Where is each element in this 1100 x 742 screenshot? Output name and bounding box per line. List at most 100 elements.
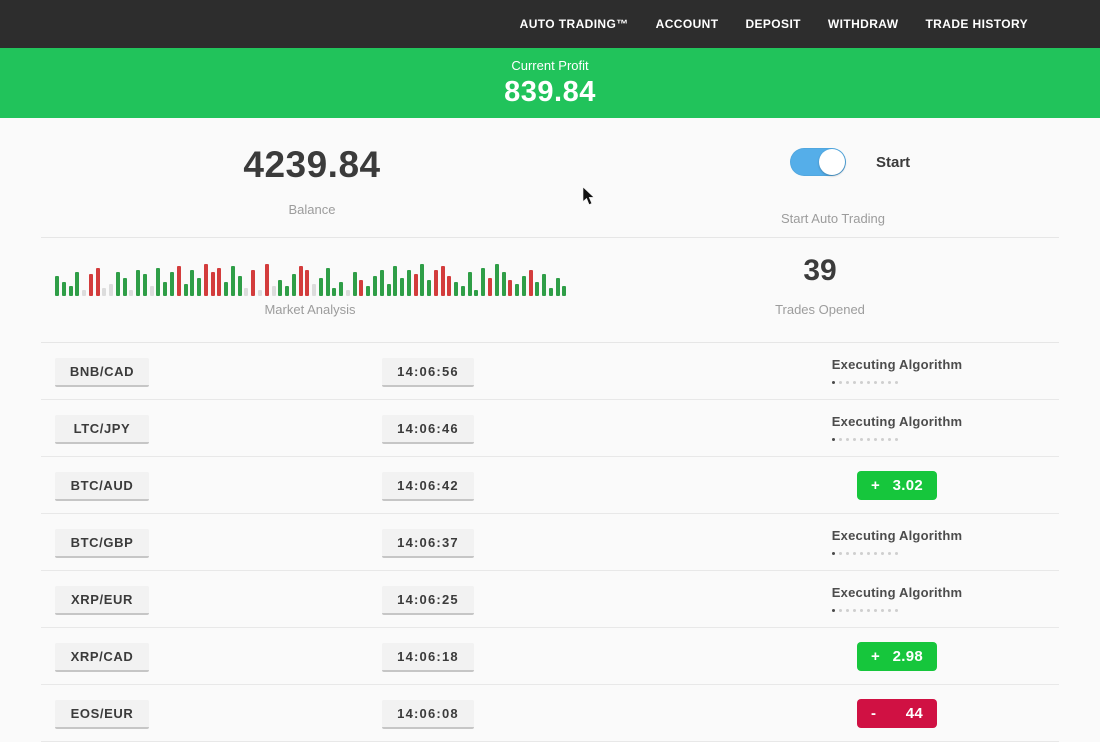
trade-status-cell: + 3.02 (817, 457, 977, 513)
trade-row: EOS/EUR 14:06:08 - 44 (41, 685, 1059, 742)
trade-status-cell: Executing Algorithm (817, 571, 977, 627)
auto-trading-caption: Start Auto Trading (780, 211, 886, 226)
nav-item-auto-trading[interactable]: AUTO TRADING™ (519, 17, 629, 31)
chart-bar (203, 264, 208, 296)
chart-bar (440, 266, 445, 296)
chart-bar (433, 270, 438, 296)
trade-row: BTC/AUD 14:06:42 + 3.02 (41, 457, 1059, 514)
chart-bar (68, 286, 73, 296)
chart-bar (109, 284, 114, 296)
nav-item-account[interactable]: ACCOUNT (655, 17, 719, 31)
executing-label: Executing Algorithm (831, 584, 963, 600)
current-profit-value: 839.84 (504, 75, 596, 108)
result-badge: - 44 (857, 698, 937, 728)
chart-bar (122, 278, 127, 296)
chart-bar (366, 286, 371, 296)
chart-bar (190, 270, 195, 296)
pair-badge[interactable]: XRP/EUR (55, 586, 149, 615)
chart-bar (481, 268, 486, 296)
executing-status: Executing Algorithm (831, 528, 962, 555)
chart-bar (542, 274, 547, 296)
chart-bar (224, 282, 229, 296)
chart-bar (508, 280, 513, 296)
chart-bar (427, 280, 432, 296)
chart-bar (406, 270, 411, 296)
pair-badge[interactable]: LTC/JPY (55, 415, 149, 444)
pair-badge[interactable]: EOS/EUR (55, 700, 149, 729)
time-badge: 14:06:56 (382, 358, 474, 387)
chart-bar (535, 282, 540, 296)
chart-bar (345, 290, 350, 296)
time-badge: 14:06:46 (382, 415, 474, 444)
chart-bar (359, 280, 364, 296)
toggle-state-label: Start (876, 153, 911, 171)
chart-bar (460, 286, 465, 296)
chart-bar (285, 286, 290, 296)
chart-bar (393, 266, 398, 296)
nav-item-withdraw[interactable]: WITHDRAW (827, 17, 899, 31)
result-badge: + 2.98 (857, 641, 937, 671)
chart-bar (339, 282, 344, 296)
chart-bar (271, 286, 276, 296)
pair-badge[interactable]: BNB/CAD (55, 358, 149, 387)
top-nav: AUTO TRADING™ ACCOUNT DEPOSIT WITHDRAW TRADE… (0, 0, 1100, 48)
result-amount: 2.98 (892, 647, 923, 665)
chart-bar (217, 268, 222, 296)
current-profit-label: Current Profit (511, 57, 589, 73)
time-badge: 14:06:08 (382, 700, 474, 729)
executing-status: Executing Algorithm (831, 356, 963, 384)
chart-bar (264, 264, 269, 296)
trade-status-cell: Executing Algorithm (817, 400, 977, 456)
chart-bar (548, 288, 553, 296)
trade-row: BNB/CAD 14:06:56 Executing Algorithm (41, 343, 1059, 400)
pair-badge[interactable]: BTC/GBP (55, 529, 149, 558)
current-profit-banner: Current Profit 839.84 (0, 48, 1100, 118)
auto-trading-toggle[interactable] (790, 148, 846, 176)
chart-bar (352, 272, 357, 296)
chart-bar (210, 272, 215, 296)
chart-bar (474, 290, 479, 296)
trades-opened-caption: Trades Opened (775, 302, 865, 317)
chart-bar (318, 278, 323, 296)
trades-list: BNB/CAD 14:06:56 Executing Algorithm LTC… (41, 343, 1059, 742)
nav-item-deposit[interactable]: DEPOSIT (745, 17, 801, 31)
stats-section: 4239.84 Balance Start Start Auto Trading (41, 118, 1059, 238)
market-analysis-caption: Market Analysis (264, 302, 356, 317)
market-section: Market Analysis 39 Trades Opened (41, 238, 1059, 343)
chart-bar (251, 270, 256, 296)
chart-bar (115, 272, 120, 296)
executing-label: Executing Algorithm (831, 356, 963, 372)
chart-bar (142, 274, 147, 296)
balance-block: 4239.84 Balance (132, 144, 492, 217)
chart-bar (555, 278, 560, 296)
chart-bar (237, 276, 242, 296)
chart-bar (528, 270, 533, 296)
time-badge: 14:06:18 (382, 643, 474, 672)
result-amount: 3.02 (892, 476, 923, 494)
chart-bar (488, 278, 492, 296)
chart-bar (183, 284, 188, 296)
trade-row: BTC/GBP 14:06:37 Executing Algorithm (41, 514, 1059, 571)
chart-bar (163, 282, 168, 296)
trade-status-cell: Executing Algorithm (817, 343, 977, 399)
chart-bar (372, 276, 377, 296)
progress-dots (831, 551, 962, 555)
chart-bar (298, 266, 303, 296)
chart-bar (332, 288, 337, 296)
result-sign: + (871, 476, 881, 494)
pair-badge[interactable]: BTC/AUD (55, 472, 149, 501)
time-badge: 14:06:42 (382, 472, 474, 501)
pair-badge[interactable]: XRP/CAD (55, 643, 149, 672)
chart-bar (95, 268, 100, 296)
nav-item-trade-history[interactable]: TRADE HISTORY (925, 17, 1028, 31)
progress-dots (831, 608, 962, 612)
toggle-knob-icon (819, 149, 845, 175)
trades-opened-value: 39 (803, 254, 837, 287)
chart-bar (379, 270, 384, 296)
progress-dots (831, 380, 962, 384)
chart-bar (102, 288, 107, 296)
chart-bar (244, 288, 249, 296)
chart-bar (562, 286, 567, 296)
chart-bar (386, 284, 391, 296)
